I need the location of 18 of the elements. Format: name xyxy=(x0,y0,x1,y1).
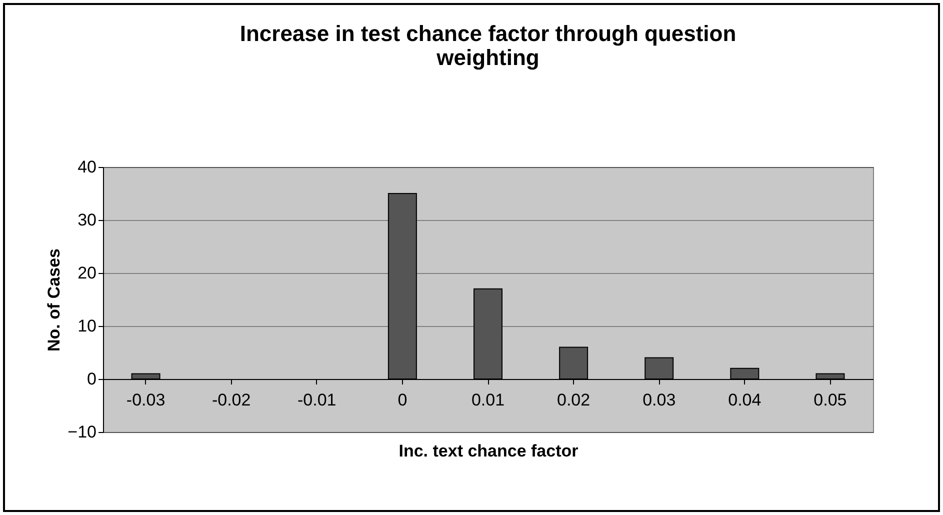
x-tick-label: 0.02 xyxy=(557,390,590,410)
x-tick-label: 0 xyxy=(398,390,408,410)
x-tick-label: -0.02 xyxy=(212,390,251,410)
x-tick-label: -0.01 xyxy=(298,390,336,410)
y-tick-label: 40 xyxy=(78,158,96,176)
x-tick-label: -0.03 xyxy=(126,390,166,410)
x-tick-label: 0.05 xyxy=(814,390,847,410)
x-tick-label: 0.01 xyxy=(471,390,505,410)
x-tick-label: 0.03 xyxy=(642,390,676,410)
x-axis-title: Inc. text chance factor xyxy=(398,442,579,460)
y-tick-label: −10 xyxy=(68,422,96,442)
y-tick-label: 10 xyxy=(78,316,96,336)
y-tick-label: 0 xyxy=(87,370,96,388)
y-tick-label: 20 xyxy=(78,264,96,282)
chart-title: Increase in test chance factor through question weighting xyxy=(240,21,736,70)
x-tick-label: 0.04 xyxy=(728,390,762,410)
y-axis-title: No. of Cases xyxy=(44,248,64,352)
y-tick-label: 30 xyxy=(78,210,96,230)
